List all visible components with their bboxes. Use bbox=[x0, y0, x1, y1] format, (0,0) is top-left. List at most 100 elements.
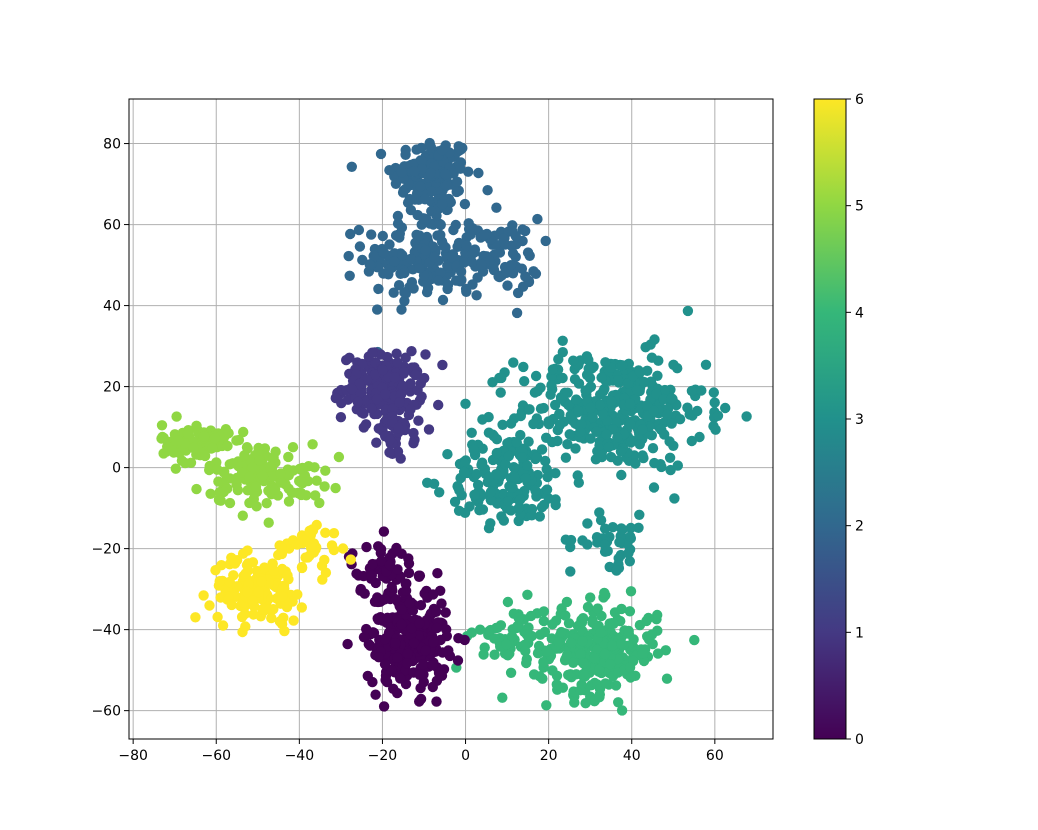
scatter-point bbox=[346, 161, 357, 172]
scatter-point bbox=[616, 705, 628, 716]
scatter-point bbox=[585, 433, 596, 444]
scatter-point bbox=[550, 499, 561, 511]
scatter-point bbox=[606, 395, 617, 407]
scatter-point bbox=[664, 452, 676, 463]
scatter-point bbox=[390, 178, 402, 189]
scatter-point bbox=[242, 586, 253, 598]
scatter-point bbox=[662, 409, 673, 420]
scatter-point bbox=[634, 509, 645, 520]
scatter-point bbox=[407, 605, 419, 616]
scatter-point bbox=[436, 670, 448, 681]
colorbar-tick-label: 4 bbox=[855, 305, 864, 321]
scatter-point bbox=[188, 442, 199, 453]
scatter-point bbox=[455, 163, 466, 174]
scatter-point bbox=[282, 570, 293, 581]
scatter-point bbox=[616, 638, 627, 649]
scatter-point bbox=[474, 505, 485, 516]
scatter-point bbox=[471, 290, 482, 301]
scatter-point bbox=[397, 380, 408, 392]
scatter-point bbox=[405, 404, 416, 415]
scatter-point bbox=[582, 518, 593, 529]
scatter-point bbox=[543, 419, 555, 430]
scatter-point bbox=[427, 660, 439, 671]
scatter-point bbox=[541, 464, 552, 475]
scatter-point bbox=[226, 599, 237, 611]
scatter-point bbox=[507, 248, 519, 259]
scatter-point bbox=[425, 167, 436, 179]
scatter-point bbox=[368, 250, 379, 262]
scatter-point bbox=[587, 412, 598, 423]
scatter-point bbox=[442, 449, 453, 460]
scatter-point bbox=[352, 396, 363, 408]
scatter-point bbox=[502, 650, 513, 661]
scatter-point bbox=[414, 669, 425, 680]
scatter-point bbox=[392, 446, 404, 457]
scatter-point bbox=[267, 559, 278, 570]
scatter-point bbox=[561, 650, 573, 661]
scatter-point bbox=[625, 437, 637, 448]
scatter-point bbox=[469, 489, 480, 500]
scatter-point bbox=[269, 484, 281, 495]
x-tick-label: 60 bbox=[706, 748, 724, 764]
scatter-point bbox=[383, 627, 395, 638]
scatter-point bbox=[294, 475, 305, 487]
scatter-point bbox=[275, 468, 286, 479]
scatter-point bbox=[575, 649, 586, 660]
scatter-point bbox=[373, 283, 384, 295]
scatter-point bbox=[550, 399, 561, 411]
scatter-point bbox=[563, 399, 574, 411]
scatter-point bbox=[354, 241, 366, 252]
scatter-point bbox=[378, 701, 390, 712]
scatter-point bbox=[171, 411, 182, 422]
scatter-point bbox=[217, 620, 229, 631]
scatter-point bbox=[370, 689, 381, 700]
scatter-point bbox=[557, 335, 568, 346]
scatter-point bbox=[307, 439, 318, 450]
scatter-point bbox=[432, 568, 443, 579]
scatter-point bbox=[531, 452, 543, 463]
scatter-point bbox=[405, 253, 416, 265]
scatter-point bbox=[441, 180, 453, 191]
scatter-point bbox=[387, 403, 398, 415]
scatter-point bbox=[591, 532, 603, 543]
scatter-point bbox=[411, 144, 422, 155]
scatter-point bbox=[560, 452, 572, 463]
scatter-point bbox=[648, 405, 660, 417]
scatter-point bbox=[518, 361, 529, 373]
scatter-point bbox=[366, 403, 377, 414]
scatter-point bbox=[535, 403, 547, 414]
scatter-point bbox=[602, 545, 613, 557]
scatter-point bbox=[672, 460, 683, 471]
y-tick-label: 40 bbox=[103, 299, 121, 315]
scatter-point bbox=[492, 622, 503, 633]
scatter-point bbox=[390, 230, 402, 241]
scatter-point bbox=[528, 418, 539, 430]
scatter-point bbox=[420, 645, 431, 656]
scatter-point bbox=[277, 583, 288, 595]
scatter-point bbox=[591, 426, 602, 437]
scatter-point bbox=[198, 431, 210, 442]
scatter-point bbox=[392, 218, 404, 229]
scatter-point bbox=[455, 144, 467, 155]
scatter-point bbox=[553, 354, 564, 365]
scatter-point bbox=[320, 465, 331, 476]
scatter-point bbox=[216, 560, 227, 571]
scatter-point bbox=[409, 166, 420, 177]
scatter-point bbox=[478, 229, 489, 241]
scatter-point bbox=[583, 354, 594, 366]
scatter-point bbox=[553, 636, 564, 648]
scatter-point bbox=[337, 543, 349, 554]
scatter-point bbox=[577, 613, 589, 624]
scatter-point bbox=[467, 279, 478, 290]
scatter-point bbox=[353, 224, 365, 236]
scatter-point bbox=[361, 541, 372, 553]
colorbar-tick-label: 3 bbox=[855, 412, 864, 428]
scatter-point bbox=[384, 434, 395, 446]
scatter-point bbox=[547, 364, 559, 375]
scatter-point bbox=[243, 558, 254, 569]
scatter-point bbox=[476, 459, 487, 471]
scatter-point bbox=[633, 522, 644, 533]
scatter-point bbox=[223, 428, 234, 439]
scatter-point bbox=[237, 548, 249, 559]
scatter-point bbox=[392, 210, 404, 222]
